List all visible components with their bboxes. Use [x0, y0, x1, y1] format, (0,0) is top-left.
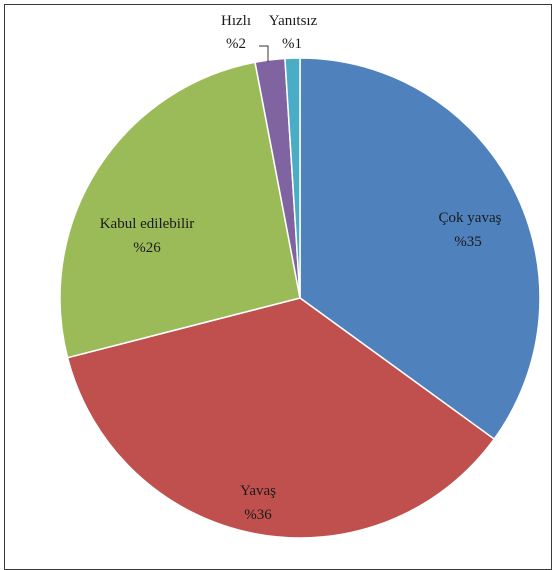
label-yavas-name: Yavaş	[240, 483, 276, 499]
label-hizli-name: Hızlı	[221, 13, 251, 29]
label-cok-yavas-name: Çok yavaş	[439, 210, 502, 226]
label-kabul-value: %26	[133, 240, 161, 256]
label-cok-yavas-value: %35	[454, 234, 482, 250]
pie-slice-kabul-edilebilir	[59, 61, 301, 359]
label-kabul-name: Kabul edilebilir	[100, 216, 195, 232]
hizli-leader-line	[259, 45, 269, 62]
label-yanitsiz-value: %1	[282, 36, 302, 52]
label-yavas-value: %36	[244, 507, 272, 523]
pie-slice-yavaş	[66, 297, 496, 539]
pie-slice-yanıtsız	[284, 57, 301, 299]
pie-slices	[59, 57, 541, 539]
label-hizli-value: %2	[226, 36, 246, 52]
pie-slice-çok-yavaş	[299, 57, 541, 441]
label-yanitsiz-name: Yanıtsız	[269, 13, 318, 29]
